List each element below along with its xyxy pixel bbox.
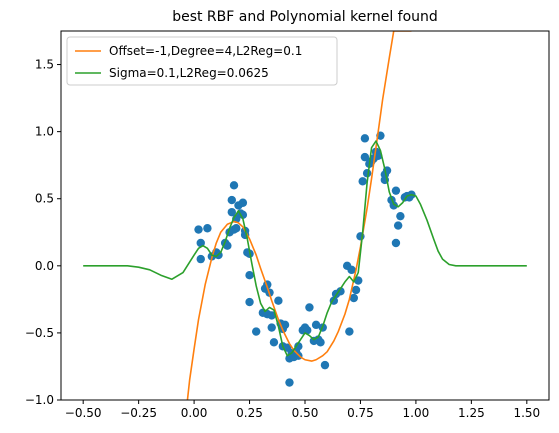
scatter-point [229, 181, 239, 190]
scatter-point [362, 169, 372, 178]
scatter-point [269, 338, 279, 347]
scatter-point [227, 195, 236, 205]
scatter-point [267, 323, 276, 332]
x-tick-label: 0.25 [236, 406, 263, 420]
scatter-point [391, 186, 401, 195]
scatter-point [238, 198, 248, 207]
scatter-point [311, 320, 321, 330]
scatter-point [223, 241, 232, 250]
y-tick-label: 0.5 [35, 192, 54, 206]
scatter-point [238, 210, 248, 220]
x-tick-label: 0.75 [347, 406, 374, 420]
scatter-point [227, 207, 236, 217]
scatter-series [194, 131, 416, 387]
y-tick-label: −1.0 [25, 393, 54, 407]
legend-box [66, 36, 338, 86]
scatter-point [396, 211, 405, 221]
x-tick-label: −0.50 [65, 406, 102, 420]
scatter-point [274, 296, 283, 305]
x-axis-ticks: −0.50 −0.25 0.00 0.25 0.50 0.75 1.00 1.25 1.50 [65, 400, 540, 420]
scatter-point [349, 293, 358, 303]
scatter-point [391, 238, 401, 248]
chart-title: best RBF and Polynomial kernel found [172, 9, 438, 25]
axes-frame [60, 30, 550, 401]
x-tick-label: −0.25 [120, 406, 157, 420]
x-tick-label: 0.00 [181, 406, 208, 420]
scatter-point [245, 297, 254, 307]
scatter-point [194, 225, 203, 234]
x-tick-label: 1.50 [513, 406, 540, 420]
polynomial-kernel-line [186, 31, 412, 400]
scatter-point [336, 287, 345, 296]
scatter-point [393, 221, 403, 230]
scatter-point [294, 342, 303, 351]
y-tick-label: 1.0 [35, 125, 54, 139]
scatter-point [360, 152, 370, 162]
scatter-point [203, 224, 212, 233]
scatter-point [280, 320, 290, 330]
scatter-point [245, 271, 254, 280]
scatter-point [351, 285, 361, 295]
scatter-point [305, 303, 314, 312]
plot-area [83, 31, 527, 400]
y-tick-label: −0.5 [25, 326, 54, 340]
scatter-point [316, 338, 325, 347]
line-series [83, 31, 527, 400]
x-tick-label: 1.25 [458, 406, 485, 420]
rbf-kernel-line [83, 140, 527, 357]
scatter-point [358, 177, 367, 186]
scatter-point [285, 378, 294, 387]
scatter-point [252, 327, 261, 336]
scatter-point [345, 327, 354, 336]
x-tick-label: 0.50 [292, 406, 319, 420]
y-tick-label: 0.0 [35, 259, 54, 273]
scatter-point [196, 254, 205, 264]
scatter-point [320, 360, 330, 370]
scatter-point [267, 311, 276, 320]
scatter-point [232, 224, 241, 233]
scatter-point [374, 151, 383, 160]
legend-label-rbf: Sigma=0.1,L2Reg=0.0625 [109, 66, 269, 80]
scatter-point [360, 134, 370, 143]
legend-label-polynomial: Offset=-1,Degree=4,L2Reg=0.1 [109, 44, 302, 58]
scatter-point [347, 265, 356, 275]
y-axis-ticks: −1.0 −0.5 0.0 0.5 1.0 1.5 [25, 58, 61, 407]
x-tick-label: 1.00 [403, 406, 430, 420]
y-tick-label: 1.5 [35, 58, 54, 72]
scatter-point [389, 201, 398, 210]
legend: Offset=-1,Degree=4,L2Reg=0.1 Sigma=0.1,L… [66, 36, 338, 86]
